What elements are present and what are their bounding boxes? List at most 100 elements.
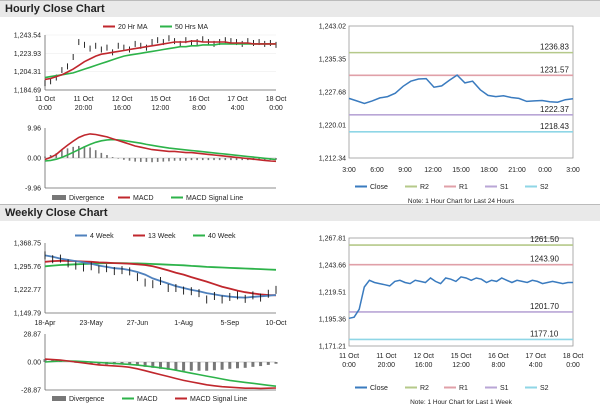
weekly-1h-x-tick: 20:00 [378, 362, 396, 369]
hourly-price-x-tick: 18 Oct [266, 96, 287, 103]
weekly-1h-close-legend-label: Close [370, 385, 388, 392]
hourly-24h-x-tick: 0:00 [538, 167, 552, 174]
hourly-price-x-tick: 0:00 [269, 105, 283, 112]
hourly-macd-y-tick: 0.00 [27, 156, 41, 163]
hourly-24h-s2-level-label: 1218.43 [540, 122, 569, 131]
weekly-1h-x-tick: 18 Oct [563, 353, 584, 360]
weekly-macd-signal-line [44, 360, 277, 387]
hourly-24h-close-line [348, 74, 574, 105]
weekly-1h-x-tick: 16 Oct [488, 353, 509, 360]
weekly-1h-r1-legend-label: R1 [459, 385, 468, 392]
weekly-1h-y-tick: 1,219.51 [319, 290, 346, 297]
hourly-24h-r1-legend-label: R1 [459, 184, 468, 191]
hourly-price-x-tick: 17 Oct [227, 96, 248, 103]
hourly-price-y-tick: 1,204.31 [14, 69, 41, 76]
weekly-1h-s1-level-label: 1201.70 [530, 302, 559, 311]
weekly-1h-y-tick: 1,171.21 [319, 344, 346, 351]
hourly-macd-y-tick: 9.96 [27, 126, 41, 133]
hourly-24h-s1-legend-label: S1 [500, 184, 509, 191]
weekly-price-y-tick: 1,149.79 [14, 311, 41, 318]
weekly-1h-s2-legend-label: S2 [540, 385, 549, 392]
weekly-1h-y-tick: 1,267.81 [319, 236, 346, 243]
hourly-price-y-tick: 1,243.54 [14, 33, 41, 40]
hourly-section-header: Hourly Close Chart [0, 0, 600, 17]
weekly-1h-s2-level-label: 1177.10 [530, 329, 559, 338]
hourly-divergence-legend-label: Divergence [69, 195, 105, 202]
hourly-24h-frame [348, 25, 574, 159]
hourly-20hr-ma-legend-label: 20 Hr MA [118, 24, 148, 31]
weekly-4week-legend-label: 4 Week [90, 233, 114, 240]
weekly-macd-line [44, 358, 277, 390]
hourly-24h-r2-legend-label: R2 [420, 184, 429, 191]
hourly-price-x-tick: 8:00 [192, 105, 206, 112]
hourly-20hr-ma-line [44, 40, 276, 81]
hourly-macd-line [44, 133, 277, 163]
weekly-price-x-tick: 27-Jun [127, 320, 149, 327]
weekly-1h-frame [348, 237, 574, 347]
weekly-1h-x-tick: 11 Oct [339, 353, 359, 360]
weekly-13week-legend-label: 13 Week [148, 233, 176, 240]
weekly-1h-x-tick: 0:00 [566, 362, 580, 369]
weekly-price-x-tick: 1-Aug [174, 320, 193, 327]
weekly-1h-s1-legend-label: S1 [500, 385, 509, 392]
weekly-1h-x-tick: 0:00 [342, 362, 356, 369]
hourly-50hr-ma-line [44, 43, 276, 79]
hourly-price-x-tick: 12 Oct [112, 96, 133, 103]
weekly-1h-note: Note: 1 Hour Chart for Last 1 Week [410, 399, 513, 406]
hourly-price-x-tick: 12:00 [152, 105, 170, 112]
weekly-divergence-legend-swatch [52, 396, 66, 401]
hourly-price-x-tick: 20:00 [75, 105, 93, 112]
weekly-macd-y-tick: -28.87 [21, 388, 41, 395]
hourly-price-x-tick: 15 Oct [150, 96, 171, 103]
hourly-24h-y-tick: 1,243.02 [319, 24, 346, 31]
weekly-macd-signal-legend-label: MACD Signal Line [190, 396, 247, 403]
weekly-1h-r2-legend-label: R2 [420, 385, 429, 392]
hourly-price-x-tick: 4:00 [231, 105, 245, 112]
weekly-macd-y-tick: 0.00 [27, 360, 41, 367]
hourly-24h-r1-level-label: 1231.57 [540, 65, 569, 74]
weekly-1h-close-line [348, 276, 573, 320]
hourly-macd-signal-legend-label: MACD Signal Line [186, 195, 243, 202]
weekly-macd-legend-label: MACD [137, 396, 158, 403]
hourly-50hr-ma-legend-label: 50 Hrs MA [175, 24, 208, 31]
hourly-24h-r2-level-label: 1236.83 [540, 43, 569, 52]
weekly-price-x-tick: 5-Sep [220, 320, 239, 327]
weekly-1h-y-tick: 1,243.66 [319, 263, 346, 270]
hourly-24h-x-tick: 21:00 [508, 167, 526, 174]
hourly-24h-y-tick: 1,235.35 [319, 57, 346, 64]
hourly-price-x-tick: 11 Oct [73, 96, 93, 103]
weekly-1h-y-tick: 1,195.36 [319, 317, 346, 324]
hourly-24h-y-tick: 1,212.34 [319, 156, 346, 163]
hourly-24h-close-legend-label: Close [370, 184, 388, 191]
hourly-24h-x-tick: 15:00 [452, 167, 470, 174]
weekly-1h-x-tick: 15 Oct [451, 353, 472, 360]
weekly-1h-x-tick: 17 Oct [525, 353, 546, 360]
hourly-24h-s2-legend-label: S2 [540, 184, 549, 191]
hourly-price-x-tick: 16:00 [113, 105, 131, 112]
weekly-1h-x-tick: 4:00 [529, 362, 543, 369]
hourly-divergence-legend-swatch [52, 195, 66, 200]
hourly-24h-y-tick: 1,220.01 [319, 123, 346, 130]
weekly-macd-y-tick: 28.87 [23, 332, 41, 339]
weekly-price-x-tick: 23-May [80, 320, 104, 327]
weekly-price-x-tick: 10-Oct [265, 320, 286, 327]
weekly-1h-r1-level-label: 1243.90 [530, 255, 559, 264]
weekly-price-y-tick: 1,368.75 [14, 241, 41, 248]
weekly-1h-r2-level-label: 1261.50 [530, 235, 559, 244]
weekly-price-y-tick: 1,295.76 [14, 264, 41, 271]
hourly-price-y-tick: 1,223.93 [14, 51, 41, 58]
weekly-1h-x-tick: 11 Oct [376, 353, 396, 360]
weekly-price-x-tick: 18-Apr [34, 320, 56, 327]
hourly-24h-x-tick: 18:00 [480, 167, 498, 174]
weekly-1h-x-tick: 12 Oct [413, 353, 434, 360]
hourly-price-x-tick: 16 Oct [189, 96, 210, 103]
hourly-24h-y-tick: 1,227.68 [319, 90, 346, 97]
hourly-macd-y-tick: -9.96 [25, 186, 41, 193]
hourly-macd-signal-line [44, 138, 277, 162]
weekly-1h-x-tick: 12:00 [452, 362, 470, 369]
weekly-divergence-legend-label: Divergence [69, 396, 105, 403]
hourly-24h-s1-level-label: 1222.37 [540, 105, 569, 114]
hourly-24h-x-tick: 12:00 [424, 167, 442, 174]
hourly-24h-x-tick: 3:00 [342, 167, 356, 174]
